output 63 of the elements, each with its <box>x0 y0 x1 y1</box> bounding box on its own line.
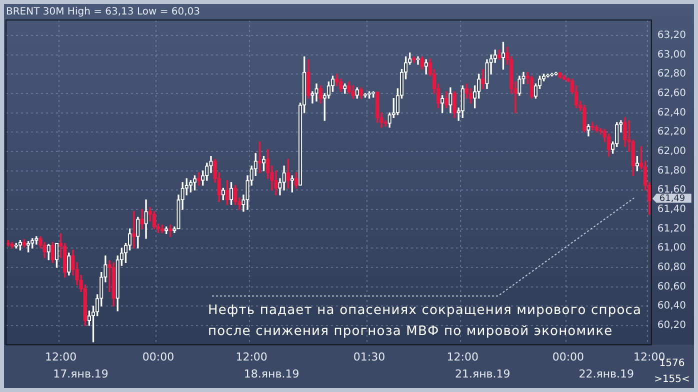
candlestick <box>586 124 590 136</box>
candlestick <box>136 216 140 248</box>
candlestick <box>440 95 444 114</box>
x-tick-label: 00:00 <box>552 350 584 364</box>
candlestick <box>372 91 376 98</box>
candlestick <box>209 156 213 174</box>
candlestick <box>416 56 420 65</box>
candlestick <box>54 242 59 268</box>
y-tick-label: 60,20 <box>657 320 686 332</box>
candlestick <box>412 56 416 63</box>
x-tick-label: 01:30 <box>353 350 386 364</box>
candlestick <box>518 76 522 96</box>
x-tick-label: 12:00 <box>446 350 478 364</box>
candlestick <box>477 74 481 99</box>
text: 22.янв.19 <box>578 368 634 381</box>
candlestick <box>635 156 639 172</box>
candlestick <box>314 83 318 102</box>
candlestick <box>550 72 554 76</box>
candlestick <box>367 91 372 99</box>
y-tick-label: 60,60 <box>657 281 686 292</box>
y-tick-label: 61,80 <box>657 165 686 176</box>
annotation: Нефть падает на опасениях сокращения мирового спроса <box>208 303 642 318</box>
y-tick-label: 61,20 <box>657 223 686 234</box>
y-tick-label: 63,00 <box>657 49 686 60</box>
candlestick <box>116 256 120 312</box>
text: 21.янв.19 <box>454 368 510 381</box>
y-tick-label: 61,00 <box>657 242 686 254</box>
y-tick-label: 62,00 <box>657 146 686 158</box>
text: 18.янв.19 <box>244 368 300 381</box>
candlestick <box>448 87 452 114</box>
candlestick <box>546 74 550 78</box>
text: 1576 <box>659 358 686 369</box>
y-tick-label: 62,60 <box>657 88 686 100</box>
candlestick <box>290 175 294 192</box>
y-tick-label: 61,40 <box>657 204 686 216</box>
candlestick <box>30 238 34 248</box>
candlestick <box>343 83 347 94</box>
chart-title: BRENT 30M High = 63,13 Low = 60,03 <box>6 6 200 18</box>
x-tick-label: 00:00 <box>142 350 174 364</box>
annotation: после снижения прогноза МВФ по мировой экономике <box>208 324 613 339</box>
y-tick-label: 62,80 <box>657 68 686 80</box>
y-tick-label: 61,60 <box>657 184 686 196</box>
text: >155< <box>653 374 691 385</box>
text: 17.янв.19 <box>53 368 108 381</box>
candlestick <box>144 199 148 239</box>
x-tick-label: 12:00 <box>236 350 268 364</box>
candlestick <box>615 122 619 147</box>
y-tick-label: 62,20 <box>657 126 686 138</box>
candlestick <box>46 244 50 260</box>
candlestick <box>388 112 392 128</box>
y-tick-label: 60,80 <box>657 262 686 274</box>
candlestick <box>18 240 22 250</box>
candlestick <box>590 122 594 131</box>
x-tick-label: 12:00 <box>44 350 77 364</box>
y-tick-label: 63,20 <box>657 30 686 42</box>
text: 61,49 <box>659 194 686 204</box>
candlestick <box>67 252 71 276</box>
candlestick <box>34 236 38 245</box>
y-tick-label: 62,40 <box>657 107 686 118</box>
candlestick <box>501 42 506 70</box>
candlestick <box>221 188 225 200</box>
candlestick <box>554 72 558 76</box>
y-tick-label: 60,40 <box>657 300 686 312</box>
